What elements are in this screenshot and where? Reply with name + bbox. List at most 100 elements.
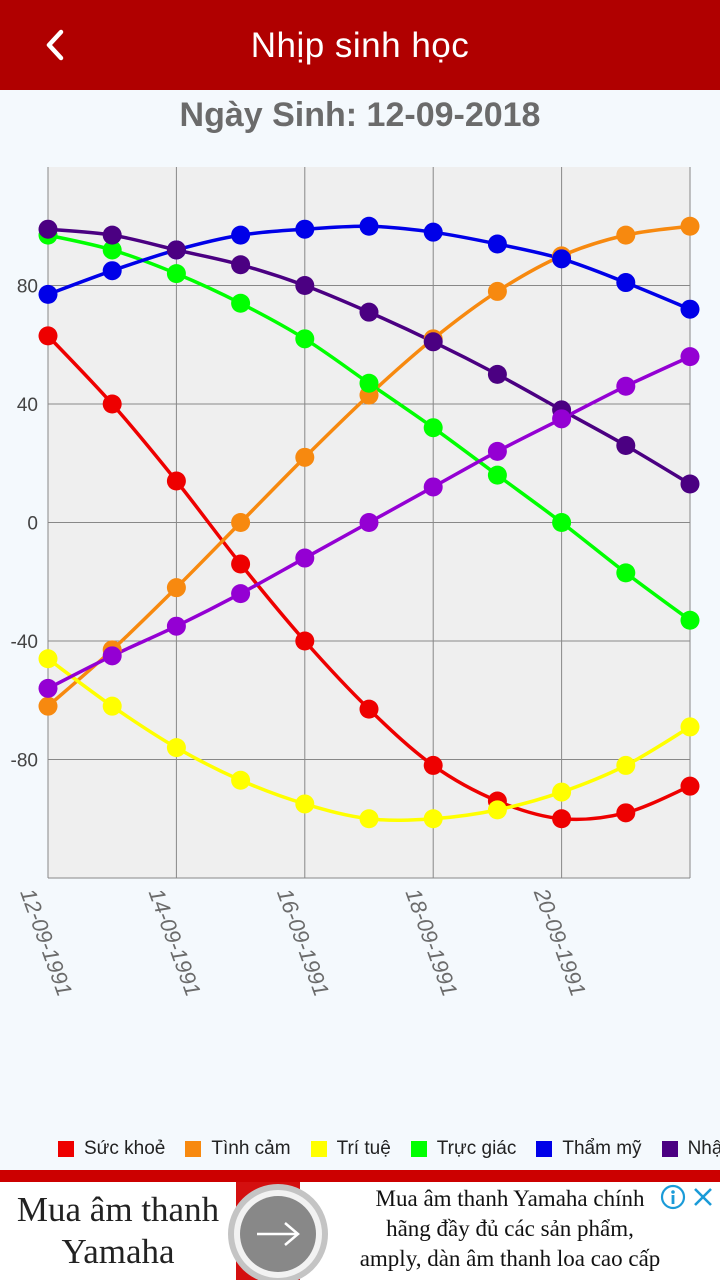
data-point-tri-tue: [231, 770, 251, 790]
data-point-truc-giac: [359, 373, 379, 393]
ad-body[interactable]: Mua âm thanh Yamaha chính hãng đầy đủ cá…: [300, 1182, 720, 1280]
legend-label: Sức khoẻ: [84, 1138, 166, 1159]
data-point-tam-linh: [295, 548, 315, 568]
data-point-tri-tue: [102, 696, 122, 716]
data-point-tam-linh: [166, 616, 186, 636]
ad-headline-line1: Mua âm thanh: [16, 1190, 220, 1229]
data-point-nhan-thuc: [102, 225, 122, 245]
info-icon[interactable]: [660, 1184, 686, 1210]
data-point-nhan-thuc: [166, 240, 186, 260]
data-point-suc-khoe: [680, 776, 700, 796]
ad-headline-line2: Yamaha: [61, 1232, 175, 1271]
ad-banner[interactable]: Mua âm thanh Yamaha Mua âm thanh Yamaha …: [0, 1170, 720, 1280]
x-tick-label: 12-09-1991: [15, 885, 77, 999]
legend-item[interactable]: Thẩm mỹ: [536, 1138, 642, 1160]
x-tick-label: 18-09-1991: [401, 885, 463, 999]
ad-arrow-button[interactable]: [228, 1184, 328, 1280]
data-point-suc-khoe: [616, 803, 636, 823]
data-point-tri-tue: [552, 782, 572, 802]
data-point-nhan-thuc: [38, 219, 58, 239]
data-point-suc-khoe: [423, 755, 443, 775]
data-point-tam-linh: [680, 347, 700, 367]
data-point-tam-linh: [38, 678, 58, 698]
data-point-truc-giac: [102, 240, 122, 260]
ad-headline[interactable]: Mua âm thanh Yamaha: [0, 1182, 236, 1280]
legend-item[interactable]: Nhận thức: [661, 1138, 720, 1160]
data-point-tham-my: [102, 261, 122, 281]
y-tick-label: -80: [11, 751, 38, 772]
data-point-suc-khoe: [552, 809, 572, 829]
legend-item[interactable]: Tình cảm: [185, 1138, 291, 1160]
ad-body-line2: hãng đầy đủ các sản phẩm,: [386, 1216, 634, 1241]
arrow-right-icon: [257, 1222, 300, 1246]
data-point-nhan-thuc: [487, 364, 507, 384]
data-point-tinh-cam: [38, 696, 58, 716]
data-point-tham-my: [38, 284, 58, 304]
legend-swatch: [410, 1141, 427, 1157]
chart-legend: Sức khoẻ Tình cảm Trí tuệ Trực giác Thẩm mỹ N…: [58, 1138, 720, 1163]
y-tick-label: 0: [27, 514, 38, 535]
data-point-tri-tue: [166, 738, 186, 758]
data-point-truc-giac: [487, 465, 507, 485]
legend-label: Tình cảm: [211, 1138, 291, 1159]
legend-label: Nhận thức: [687, 1138, 720, 1159]
data-point-nhan-thuc: [423, 332, 443, 352]
data-point-tam-linh: [616, 376, 636, 396]
legend-item[interactable]: Trí tuệ: [310, 1138, 391, 1160]
data-point-tri-tue: [487, 800, 507, 820]
data-point-tam-linh: [102, 646, 122, 666]
data-point-truc-giac: [552, 513, 572, 532]
data-point-tham-my: [552, 249, 572, 269]
data-point-tri-tue: [359, 809, 379, 829]
data-point-tinh-cam: [166, 578, 186, 598]
legend-swatch: [310, 1141, 327, 1157]
back-button[interactable]: [30, 20, 80, 70]
data-point-tam-linh: [359, 513, 379, 532]
data-point-suc-khoe: [38, 326, 58, 346]
data-point-tham-my: [423, 222, 443, 242]
ad-top-strip: [0, 1170, 720, 1182]
y-tick-label: -40: [11, 632, 38, 653]
data-point-tinh-cam: [231, 513, 251, 532]
close-icon[interactable]: [690, 1184, 716, 1210]
data-point-suc-khoe: [359, 699, 379, 719]
data-point-tam-linh: [423, 477, 443, 497]
legend-item[interactable]: Trực giác: [410, 1138, 517, 1160]
data-point-nhan-thuc: [295, 276, 315, 295]
data-point-tham-my: [680, 299, 700, 319]
data-point-truc-giac: [423, 418, 443, 438]
y-tick-label: 40: [17, 395, 38, 416]
legend-label: Trực giác: [436, 1138, 517, 1159]
birth-date-label: Ngày Sinh: 12-09-2018: [179, 96, 541, 134]
data-point-tinh-cam: [295, 447, 315, 467]
data-point-tri-tue: [423, 809, 443, 829]
data-point-suc-khoe: [231, 554, 251, 574]
ad-body-line1: Mua âm thanh Yamaha chính: [375, 1186, 645, 1211]
data-point-nhan-thuc: [359, 302, 379, 322]
data-point-truc-giac: [680, 610, 700, 630]
legend-swatch: [536, 1141, 553, 1157]
data-point-tham-my: [616, 273, 636, 293]
data-point-tam-linh: [552, 409, 572, 429]
biorhythm-chart: -80 -40 0 40 80 12-09-1991 14-09-1991 16-09-199…: [11, 167, 700, 999]
data-point-suc-khoe: [166, 471, 186, 491]
x-tick-label: 16-09-1991: [272, 885, 334, 999]
data-point-tri-tue: [295, 794, 315, 814]
data-point-tam-linh: [231, 584, 251, 604]
legend-swatch: [661, 1141, 678, 1157]
app-bar: Nhịp sinh học: [0, 0, 720, 90]
x-tick-label: 20-09-1991: [529, 884, 591, 999]
x-tick-label: 14-09-1991: [144, 885, 206, 999]
chevron-left-icon: [46, 29, 64, 61]
data-point-tri-tue: [616, 755, 636, 775]
data-point-tri-tue: [680, 717, 700, 737]
data-point-nhan-thuc: [616, 435, 636, 455]
legend-label: Thẩm mỹ: [562, 1138, 642, 1159]
data-point-tri-tue: [38, 649, 58, 669]
page-title: Nhịp sinh học: [250, 26, 470, 65]
data-point-nhan-thuc: [231, 255, 251, 275]
legend-swatch: [185, 1141, 202, 1157]
data-point-tham-my: [295, 219, 315, 239]
legend-item[interactable]: Sức khoẻ: [58, 1138, 165, 1160]
data-point-truc-giac: [295, 329, 315, 349]
